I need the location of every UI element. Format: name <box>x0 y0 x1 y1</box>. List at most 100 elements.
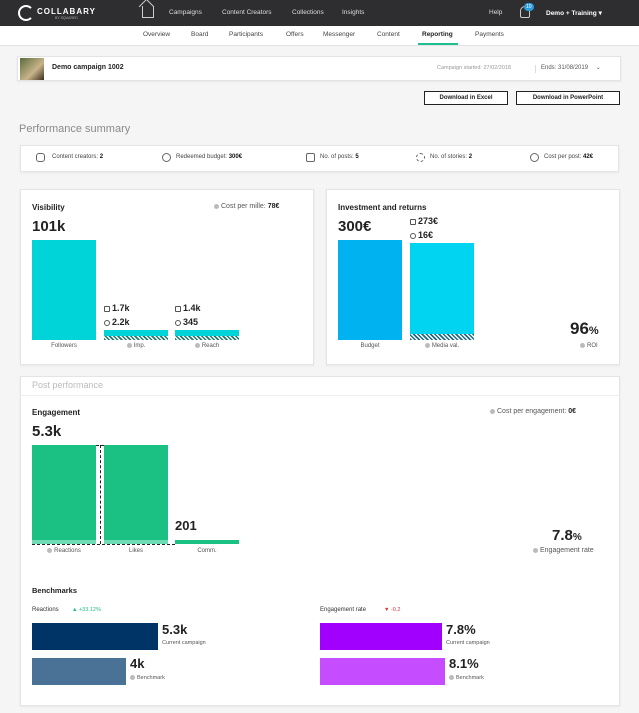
engagement-benchmark-bar <box>320 658 445 685</box>
info-dot-icon <box>194 343 200 348</box>
media-value-bar <box>410 243 474 334</box>
divider <box>535 65 536 73</box>
reach-story-bar <box>175 336 239 340</box>
tab-messenger[interactable]: Messenger <box>323 31 356 38</box>
instagram-post-icon <box>306 153 315 162</box>
cpm-label: Cost per mille: <box>221 203 266 210</box>
download-excel-button[interactable]: Download in Excel <box>424 91 508 105</box>
dashed-connector <box>32 544 175 545</box>
nav-insights[interactable]: Insights <box>342 9 365 16</box>
nav-content-creators[interactable]: Content Creators <box>222 9 272 16</box>
media-value-story-bar <box>410 334 474 340</box>
summary-bar <box>20 145 619 172</box>
stat-posts: No. of posts: 5 <box>320 154 359 160</box>
tab-overview[interactable]: Overview <box>143 31 171 38</box>
reactions-benchmark-label: Reactions <box>32 607 59 613</box>
story-icon <box>175 319 181 326</box>
likes-bar <box>104 445 168 540</box>
roi-value: 96% <box>570 319 599 339</box>
campaign-name: Demo campaign 1002 <box>52 64 124 71</box>
followers-bar <box>32 240 96 340</box>
engagement-delta: ▼ -0.2 <box>384 607 401 613</box>
engagement-current-bar <box>320 623 442 650</box>
roi-number: 96 <box>570 319 589 338</box>
cpe-label: Cost per engagement: <box>497 408 567 415</box>
stat-value: 42€ <box>583 154 594 160</box>
active-tab-indicator <box>418 43 458 45</box>
info-dot-icon <box>449 675 454 681</box>
label-text: ROI <box>587 343 598 350</box>
tab-payments[interactable]: Payments <box>475 31 504 38</box>
stat-label: Redeemed budget: <box>176 154 228 160</box>
post-performance-title: Post performance <box>32 380 104 390</box>
euro-icon <box>162 153 171 162</box>
followers-value: 101k <box>32 218 66 235</box>
tab-content[interactable]: Content <box>377 31 400 38</box>
engagement-title: Engagement <box>32 408 81 417</box>
budget-label: Budget <box>360 343 380 349</box>
reactions-current-bar <box>32 623 158 650</box>
home-icon[interactable] <box>142 6 154 18</box>
info-dot-icon <box>533 547 538 553</box>
reactions-bar-base <box>32 540 96 544</box>
cpm-value: 78€ <box>267 203 280 210</box>
nav-campaigns[interactable]: Campaigns <box>169 9 202 16</box>
tab-reporting[interactable]: Reporting <box>422 31 453 38</box>
stat-label: Cost per post: <box>544 154 582 160</box>
download-powerpoint-button[interactable]: Download in PowerPoint <box>516 91 620 105</box>
content-creators-icon <box>36 153 45 162</box>
brand-name[interactable]: COLLABARY <box>37 7 96 16</box>
label-text: Benchmark <box>137 675 165 681</box>
engagement-benchmark-label: Engagement rate <box>320 607 367 613</box>
label-text: Benchmark <box>456 675 484 681</box>
reactions-bar <box>32 445 96 540</box>
stat-value: 2 <box>468 154 473 160</box>
user-menu[interactable]: Demo + Training ▾ <box>546 9 602 17</box>
campaign-start-date: Campaign started: 27/02/2018 <box>437 65 511 71</box>
stat-value: 5 <box>355 154 359 160</box>
performance-summary-title: Performance summary <box>19 123 131 135</box>
comments-bar <box>175 540 239 544</box>
info-dot-icon <box>47 548 53 553</box>
info-dot-icon <box>580 343 585 348</box>
followers-label: Followers <box>51 343 77 349</box>
reach-post-value: 1.4k <box>175 303 201 313</box>
post-icon <box>410 218 416 225</box>
benchmarks-title: Benchmarks <box>32 586 78 595</box>
likes-bar-base <box>104 540 168 544</box>
story-icon <box>104 319 110 326</box>
stat-value: 300€ <box>228 154 243 160</box>
comments-value: 201 <box>175 518 197 533</box>
cost-per-mille: Cost per mille: 78€ <box>214 203 279 210</box>
tab-board[interactable]: Board <box>191 31 209 38</box>
roi-label: ROI <box>580 343 598 349</box>
tab-offers[interactable]: Offers <box>286 31 304 38</box>
reach-bar <box>175 330 239 336</box>
engagement-rate-value: 7.8% <box>552 527 582 544</box>
reactions-label: Reactions <box>32 548 96 554</box>
chevron-down-icon: ▾ <box>598 10 602 17</box>
stat-stories: No. of stories: 2 <box>430 154 472 160</box>
label-text: Engagement rate <box>540 547 594 554</box>
reactions-benchmark-caption: Benchmark <box>130 675 165 681</box>
dashed-connector <box>100 445 101 544</box>
reactions-current-value: 5.3k <box>162 622 188 637</box>
budget-bar <box>338 240 402 340</box>
engagement-benchmark-value: 8.1% <box>449 656 479 671</box>
stat-redeemed-budget: Redeemed budget: 300€ <box>176 154 242 160</box>
collabary-logo-icon[interactable] <box>18 5 34 21</box>
info-dot-icon <box>424 343 430 348</box>
nav-collections[interactable]: Collections <box>292 9 324 16</box>
engagement-rate-label: Engagement rate <box>533 547 594 554</box>
tab-participants[interactable]: Participants <box>229 31 263 38</box>
campaign-header <box>17 56 621 81</box>
cpe-value: 0€ <box>568 408 577 415</box>
impressions-story-value: 2.2k <box>104 317 130 327</box>
nav-help[interactable]: Help <box>489 9 503 16</box>
info-dot-icon <box>130 675 135 681</box>
reactions-value: 5.3k <box>32 423 62 440</box>
stat-cost-per-post: Cost per post: 42€ <box>544 154 593 160</box>
post-icon <box>104 305 110 312</box>
info-dot-icon <box>490 408 495 414</box>
campaign-end-date[interactable]: Ends: 31/08/2019 ⌄ <box>541 64 601 71</box>
